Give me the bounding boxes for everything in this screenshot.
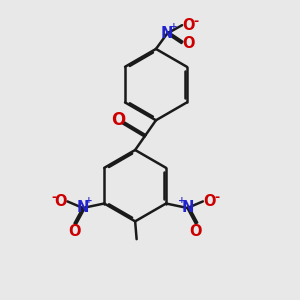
Text: +: +: [85, 196, 93, 205]
Text: O: O: [111, 111, 125, 129]
Text: O: O: [203, 194, 216, 209]
Text: -: -: [214, 191, 219, 204]
Text: O: O: [190, 224, 202, 239]
Text: O: O: [68, 224, 81, 239]
Text: O: O: [55, 194, 67, 209]
Text: +: +: [178, 196, 185, 205]
Text: N: N: [161, 26, 173, 41]
Text: -: -: [51, 191, 56, 204]
Text: -: -: [194, 15, 199, 28]
Text: N: N: [77, 200, 89, 215]
Text: O: O: [182, 18, 195, 33]
Text: +: +: [170, 22, 178, 32]
Text: N: N: [181, 200, 194, 215]
Text: O: O: [182, 35, 194, 50]
